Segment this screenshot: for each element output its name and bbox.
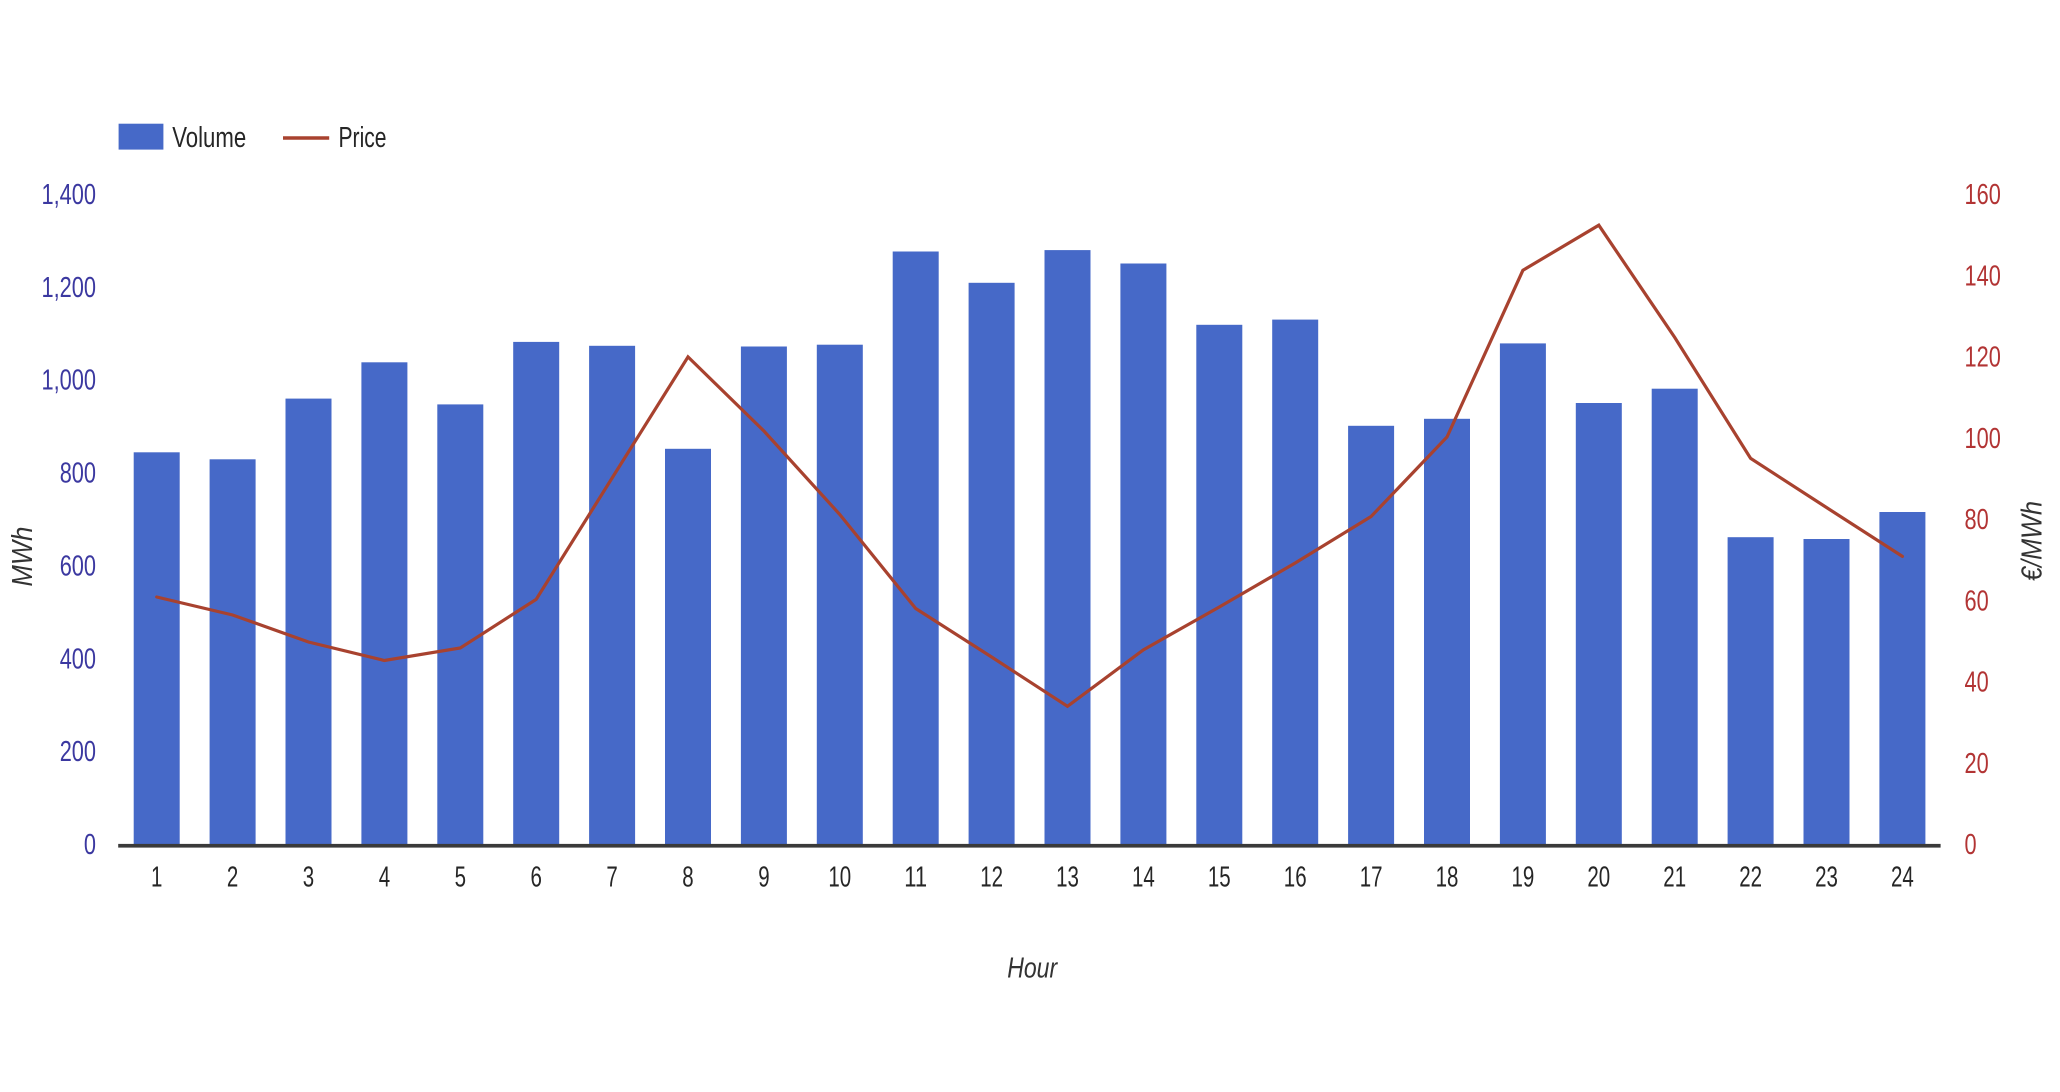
svg-text:80: 80	[1965, 504, 1989, 536]
svg-text:400: 400	[60, 643, 96, 675]
svg-text:7: 7	[606, 862, 617, 894]
svg-text:22: 22	[1739, 862, 1762, 894]
svg-text:14: 14	[1132, 862, 1155, 894]
svg-text:21: 21	[1663, 862, 1686, 894]
svg-text:24: 24	[1891, 862, 1914, 894]
svg-text:20: 20	[1587, 862, 1610, 894]
svg-text:€/MWh: €/MWh	[2017, 501, 2049, 581]
svg-text:Hour: Hour	[1007, 953, 1058, 985]
svg-text:10: 10	[828, 862, 851, 894]
svg-text:9: 9	[758, 862, 769, 894]
svg-text:Volume: Volume	[172, 122, 246, 154]
svg-text:1,400: 1,400	[42, 179, 97, 211]
svg-text:17: 17	[1360, 862, 1383, 894]
svg-text:Price: Price	[339, 122, 387, 154]
svg-text:16: 16	[1284, 862, 1307, 894]
svg-text:15: 15	[1208, 862, 1231, 894]
svg-text:800: 800	[60, 458, 96, 490]
svg-text:1,000: 1,000	[42, 365, 97, 397]
svg-text:MWh: MWh	[7, 527, 39, 587]
svg-text:120: 120	[1965, 342, 2001, 374]
svg-text:140: 140	[1965, 260, 2001, 292]
svg-text:2: 2	[227, 862, 238, 894]
svg-text:0: 0	[1965, 829, 1977, 861]
svg-text:20: 20	[1965, 748, 1989, 780]
svg-text:1: 1	[151, 862, 162, 894]
svg-text:11: 11	[904, 862, 927, 894]
svg-text:13: 13	[1056, 862, 1079, 894]
svg-text:6: 6	[531, 862, 542, 894]
svg-text:18: 18	[1436, 862, 1459, 894]
svg-text:5: 5	[455, 862, 466, 894]
svg-text:1,200: 1,200	[42, 272, 97, 304]
svg-text:160: 160	[1965, 179, 2001, 211]
svg-text:40: 40	[1965, 667, 1989, 699]
svg-text:19: 19	[1512, 862, 1535, 894]
svg-text:600: 600	[60, 550, 96, 582]
svg-text:200: 200	[60, 736, 96, 768]
svg-text:0: 0	[84, 829, 96, 861]
svg-text:8: 8	[682, 862, 693, 894]
svg-text:23: 23	[1815, 862, 1838, 894]
svg-text:4: 4	[379, 862, 391, 894]
svg-text:3: 3	[303, 862, 314, 894]
svg-text:60: 60	[1965, 585, 1989, 617]
svg-text:100: 100	[1965, 423, 2001, 455]
svg-text:12: 12	[980, 862, 1003, 894]
